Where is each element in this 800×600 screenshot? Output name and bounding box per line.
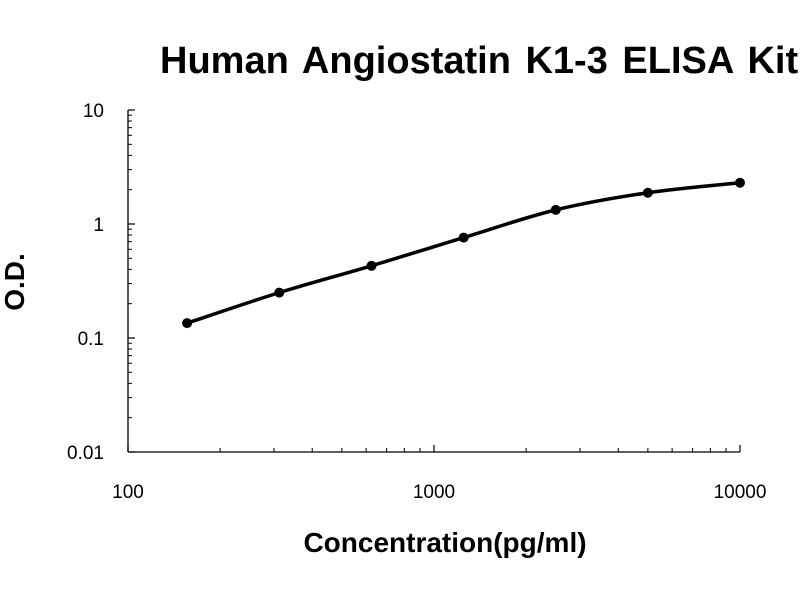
- tick-labels: 0.01 0.1 1 10 100 1000 10000: [67, 101, 766, 503]
- data-point: [366, 260, 377, 271]
- data-point: [550, 204, 561, 215]
- x-axis-title: Concentration(pg/ml): [303, 527, 586, 558]
- y-tick-label: 10: [83, 101, 104, 122]
- y-axis-title: O.D.: [0, 253, 30, 311]
- axes: [127, 110, 740, 453]
- series-curve: [186, 181, 741, 325]
- data-points: [182, 177, 745, 329]
- x-tick-label: 100: [112, 482, 144, 503]
- y-tick-label: 0.1: [78, 329, 104, 350]
- data-point: [735, 177, 745, 188]
- x-tick-label: 1000: [413, 482, 455, 503]
- data-point: [642, 187, 653, 198]
- y-tick-label: 0.01: [67, 443, 104, 464]
- data-point: [274, 287, 285, 298]
- x-tick-label: 10000: [714, 482, 767, 503]
- chart-title: Human Angiostatin K1-3 ELISA Kit: [160, 40, 799, 82]
- data-point: [182, 318, 193, 329]
- y-tick-label: 1: [93, 215, 104, 236]
- data-point: [458, 232, 469, 243]
- tick-marks: [127, 109, 741, 453]
